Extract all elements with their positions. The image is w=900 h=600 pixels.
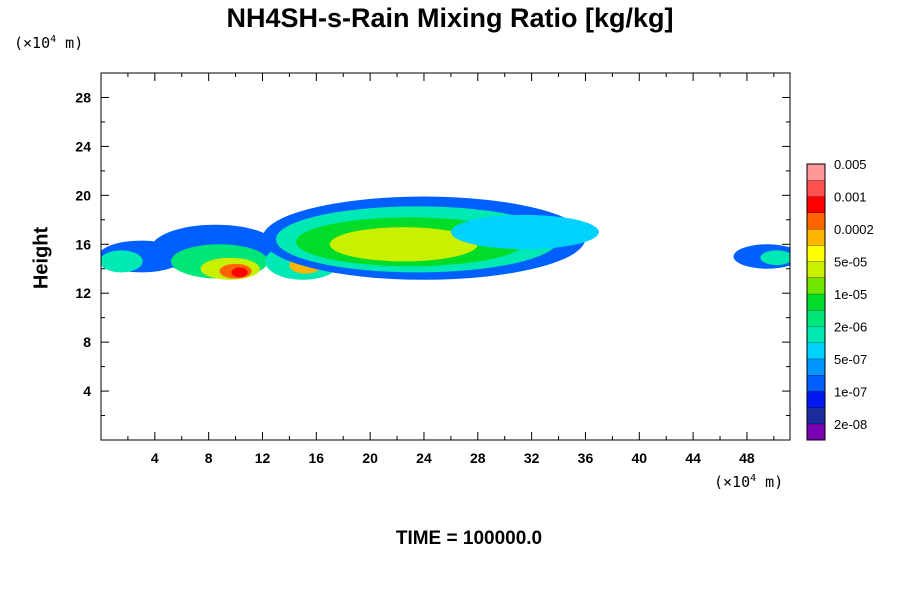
x-tick-label: 32	[524, 450, 540, 466]
x-tick-label: 24	[416, 450, 432, 466]
colorbar-label: 0.0002	[834, 222, 874, 237]
colorbar-swatch	[807, 310, 825, 327]
colorbar-swatch	[807, 423, 825, 440]
colorbar-swatch	[807, 245, 825, 262]
colorbar-label: 0.001	[834, 189, 867, 204]
colorbar-swatch	[807, 358, 825, 376]
colorbar-swatch	[807, 375, 825, 392]
x-tick-label: 4	[151, 450, 159, 466]
colorbar-swatch	[807, 180, 825, 197]
x-tick-label: 40	[631, 450, 647, 466]
colorbar-label: 5e-07	[834, 352, 867, 367]
x-tick-label: 28	[470, 450, 486, 466]
colorbar-swatch	[807, 228, 825, 246]
colorbar-swatch	[807, 212, 825, 229]
plot-frame	[100, 72, 791, 441]
y-tick-label: 12	[75, 285, 91, 301]
y-tick-label: 24	[75, 138, 91, 154]
colorbar-swatch	[807, 196, 825, 213]
field-blob	[450, 214, 599, 250]
field-blob	[101, 250, 143, 273]
colorbar-frame	[806, 163, 826, 441]
field-blob	[329, 227, 478, 262]
colorbar-swatch	[807, 391, 825, 408]
y-tick-label: 4	[83, 383, 91, 399]
y-tick-label: 8	[83, 334, 91, 350]
colorbar-label: 0.005	[834, 157, 867, 172]
y-tick-label: 28	[75, 89, 91, 105]
colorbar-swatch	[807, 277, 825, 294]
y-tick-label: 16	[75, 236, 91, 252]
x-axis-unit: (×104 m)	[714, 473, 784, 491]
x-tick-label: 48	[739, 450, 755, 466]
field-blob	[231, 267, 248, 278]
colorbar-swatch	[807, 342, 825, 359]
colorbar-swatch	[807, 164, 825, 181]
colorbar-swatch	[807, 293, 825, 311]
y-tick-label: 20	[75, 187, 91, 203]
colorbar-label: 1e-05	[834, 287, 867, 302]
colorbar-swatch	[807, 407, 825, 424]
x-tick-label: 12	[255, 450, 271, 466]
colorbar-label: 1e-07	[834, 384, 867, 399]
chart-title: NH4SH-s-Rain Mixing Ratio [kg/kg]	[226, 3, 674, 33]
colorbar-label: 2e-06	[834, 319, 867, 334]
x-tick-label: 36	[578, 450, 594, 466]
colorbar-swatch	[807, 326, 825, 343]
x-tick-label: 44	[685, 450, 701, 466]
x-tick-label: 8	[205, 450, 213, 466]
x-tick-label: 20	[362, 450, 378, 466]
colorbar-label: 5e-05	[834, 254, 867, 269]
time-label: TIME = 100000.0	[395, 528, 543, 549]
field-layer	[101, 196, 790, 280]
colorbar-swatch	[807, 261, 825, 278]
y-axis-unit: (×104 m)	[14, 34, 84, 52]
colorbar-label: 2e-08	[834, 417, 867, 432]
field-blob	[760, 250, 790, 266]
x-tick-label: 16	[309, 450, 325, 466]
